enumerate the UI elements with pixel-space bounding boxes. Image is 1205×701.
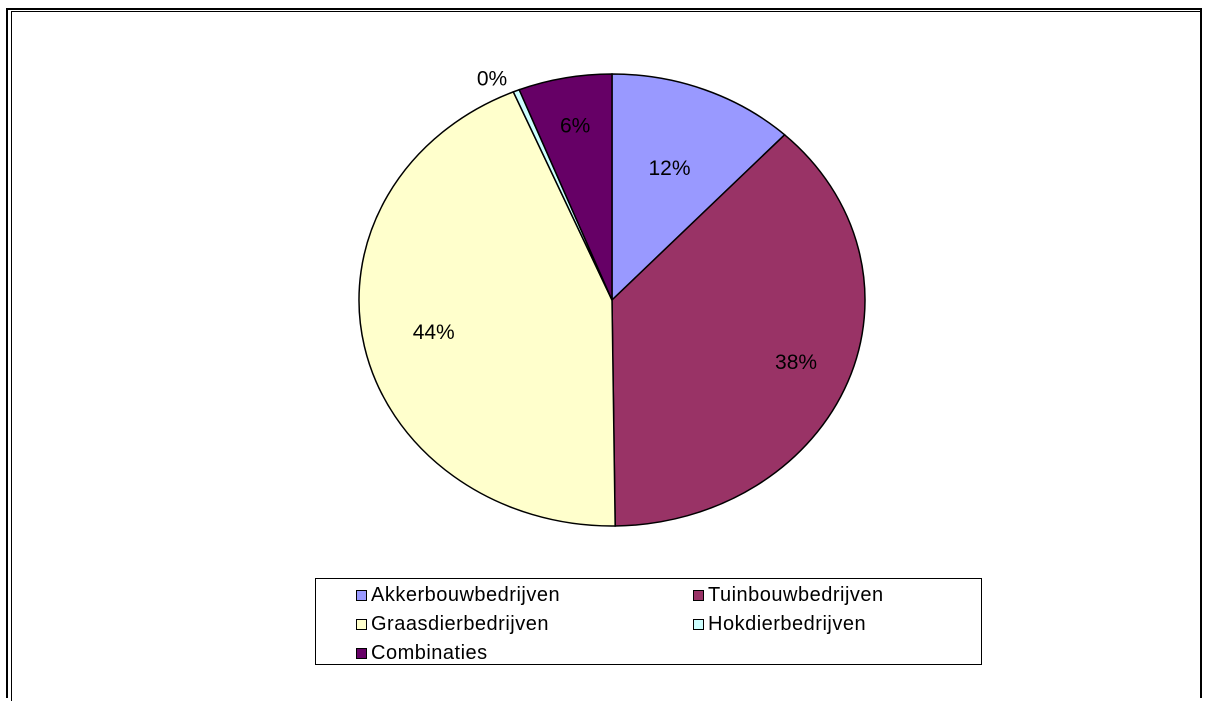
legend-swatch	[356, 648, 367, 659]
legend-label: Hokdierbedrijven	[708, 613, 867, 635]
pie-slice-tuinbouwbedrijven	[611, 133, 866, 527]
pie-label-akkerbouwbedrijven: 12%	[649, 157, 691, 180]
pie-slice-graasdierbedrijven	[358, 90, 616, 527]
legend-item-combinaties: Combinaties	[356, 642, 488, 665]
pie-labels: 12% 38% 44% 0% 6%	[413, 68, 817, 375]
legend-label: Akkerbouwbedrijven	[371, 584, 561, 606]
legend-item-graasdier: Graasdierbedrijven	[356, 613, 549, 636]
chart-outer-frame	[6, 8, 1202, 698]
legend-swatch	[356, 590, 367, 601]
legend-label: Graasdierbedrijven	[371, 613, 549, 635]
legend-swatch	[693, 590, 704, 601]
legend-label: Combinaties	[371, 642, 488, 664]
legend-item-hokdier: Hokdierbedrijven	[693, 613, 866, 636]
pie-label-graasdierbedrijven: 44%	[413, 321, 455, 344]
legend-swatch	[693, 619, 704, 630]
pie-label-hokdierbedrijven: 0%	[477, 68, 507, 91]
pie-slice-combinaties	[518, 73, 613, 301]
pie-label-combinaties: 6%	[560, 114, 590, 137]
pie-slices	[358, 73, 866, 527]
pie-label-tuinbouwbedrijven: 38%	[775, 351, 817, 374]
legend-swatch	[356, 619, 367, 630]
pie-slice-akkerbouwbedrijven	[611, 73, 786, 302]
legend-item-akkerbouw: Akkerbouwbedrijven	[356, 584, 560, 607]
legend-item-tuinbouw: Tuinbouwbedrijven	[693, 584, 884, 607]
legend: Akkerbouwbedrijven Tuinbouwbedrijven Gra…	[315, 578, 982, 665]
chart-inner-frame	[11, 11, 1201, 701]
legend-label: Tuinbouwbedrijven	[708, 584, 884, 606]
